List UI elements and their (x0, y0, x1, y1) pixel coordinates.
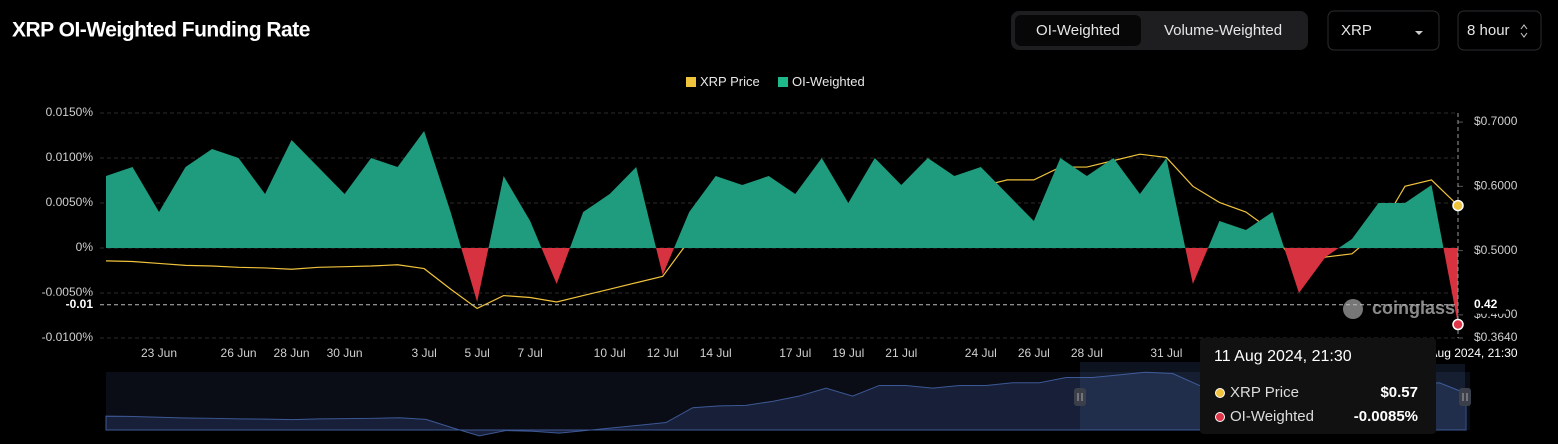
crosshair-y2-bg (1466, 295, 1506, 314)
y-tick-label: 0.0050% (46, 195, 94, 209)
legend-label: OI-Weighted (792, 74, 865, 89)
x-tick-label: 12 Jul (647, 346, 679, 360)
x-tick-label: 5 Jul (464, 346, 489, 360)
symbol-select-label[interactable]: XRP (1341, 22, 1372, 39)
tooltip-box (1200, 338, 1436, 434)
x-tick-label: 26 Jul (1018, 346, 1050, 360)
y-tick-label: 0% (76, 240, 94, 254)
crosshair-x-label: 11 Aug 2024, 21:30 (1414, 346, 1518, 360)
area-negative (106, 248, 1458, 325)
tooltip-name: XRP Price (1230, 384, 1299, 401)
legend-label: XRP Price (700, 74, 760, 89)
y-tick-label: -0.0100% (42, 330, 94, 344)
x-tick-label: 26 Jun (221, 346, 257, 360)
x-tick-label: 7 Jul (517, 346, 542, 360)
crosshair-point (1452, 318, 1464, 331)
navigator-handle-grip (1462, 393, 1468, 401)
y-tick-label: 0.0150% (46, 105, 94, 119)
navigator-handle-grip (1077, 393, 1083, 401)
overlay: coinglass -0.01 0.42 11 Aug 2024, 21:30 (48, 113, 1522, 364)
stepper-icon (1520, 24, 1528, 38)
legend-swatch (778, 77, 788, 87)
watermark: coinglass (1372, 298, 1455, 318)
x-tick-label: 28 Jul (1071, 346, 1103, 360)
y2-tick-label: $0.6000 (1474, 179, 1518, 193)
area-positive (106, 131, 1458, 248)
tab-active[interactable] (1015, 15, 1141, 46)
legend-swatch (686, 77, 696, 87)
x-tick-label: 24 Jul (965, 346, 997, 360)
y2-tick-label: $0.5000 (1474, 243, 1518, 257)
y2-tick-label: $0.7000 (1474, 114, 1518, 128)
navigator-handle[interactable] (1459, 388, 1471, 406)
tooltip-dot (1215, 388, 1225, 398)
page-title: XRP OI-Weighted Funding Rate (12, 19, 310, 42)
watermark-logo (1343, 299, 1363, 319)
crosshair-y2-label: 0.42 (1474, 297, 1498, 311)
x-tick-label: 14 Jul (700, 346, 732, 360)
tab[interactable]: Volume-Weighted (1164, 22, 1282, 39)
plot-area: XRP Price OI-Weighted 0.0150% 0.0100% 0.0050… (42, 74, 1518, 360)
x-tick-label: 28 Jun (274, 346, 310, 360)
y2-tick-label: $0.3640 (1474, 330, 1518, 344)
x-tick-label: 17 Jul (779, 346, 811, 360)
x-tick-label: 23 Jun (141, 346, 177, 360)
crosshair-x-bg (1410, 344, 1522, 364)
x-tick-label: 30 Jun (327, 346, 363, 360)
interval-select-label[interactable]: 8 hour (1467, 22, 1510, 39)
tooltip-name: OI-Weighted (1230, 408, 1314, 425)
x-tick-label: 31 Jul (1150, 346, 1182, 360)
crosshair-y-bg (48, 295, 100, 314)
tooltip-title: 11 Aug 2024, 21:30 (1214, 348, 1352, 365)
tooltip-value: $0.57 (1380, 384, 1418, 401)
tab[interactable]: OI-Weighted (1036, 22, 1120, 39)
y-tick-label: -0.0050% (42, 285, 94, 299)
x-tick-label: 3 Jul (411, 346, 436, 360)
dropdown-arrow (1415, 31, 1423, 35)
interval-select[interactable] (1457, 10, 1542, 51)
x-tick-label: 10 Jul (594, 346, 626, 360)
y-tick-label: 0.0100% (46, 150, 94, 164)
tooltip-dot (1215, 412, 1225, 422)
tooltip-value: -0.0085% (1354, 408, 1418, 425)
crosshair-point (1452, 199, 1464, 212)
x-tick-label: 21 Jul (885, 346, 917, 360)
symbol-select[interactable] (1327, 10, 1440, 51)
x-tick-label: 19 Jul (832, 346, 864, 360)
navigator-handle[interactable] (1074, 388, 1086, 406)
tooltip: 11 Aug 2024, 21:30 XRP Price $0.57 OI-Weigh… (1200, 338, 1436, 434)
crosshair-y-label: -0.01 (66, 297, 94, 311)
